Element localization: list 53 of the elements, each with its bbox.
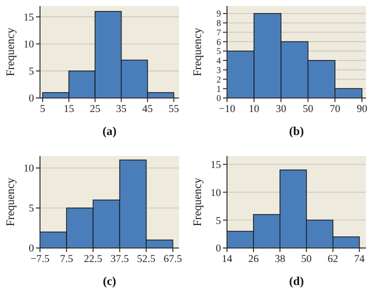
- x-tick-label: 26: [248, 254, 259, 265]
- x-tick-label: 10: [248, 104, 260, 115]
- text: (d): [289, 274, 304, 288]
- y-tick-label: 5: [28, 204, 34, 215]
- text: (b): [289, 124, 304, 138]
- x-tick-label: 90: [356, 104, 368, 115]
- y-tick-label: 6: [216, 36, 222, 47]
- y-tick-label: 5: [216, 46, 222, 56]
- x-tick-label: 70: [330, 104, 340, 115]
- x-tick-label: 7.5: [60, 254, 74, 265]
- x-tick-label: 38: [274, 254, 286, 265]
- y-tick-label: 7: [216, 27, 222, 38]
- x-tick-label: −7.5: [30, 254, 50, 265]
- x-tick-label: 14: [222, 254, 233, 265]
- x-tick-label: 35: [116, 104, 127, 115]
- y-axis-title: Frequency: [5, 177, 17, 226]
- x-tick-label: 55: [168, 104, 180, 115]
- text: (c): [102, 274, 116, 288]
- x-tick-label: 15: [64, 104, 74, 115]
- y-tick-label: 5: [28, 66, 34, 78]
- y-tick-label: 4: [216, 56, 222, 66]
- y-tick-label: 15: [24, 12, 34, 24]
- x-tick-label: 50: [302, 104, 314, 115]
- y-axis-title: Frequency: [192, 27, 204, 76]
- x-tick-label: 5: [40, 104, 46, 115]
- y-tick-label: 2: [216, 74, 221, 84]
- x-tick-label: 30: [276, 104, 286, 115]
- text: (a): [102, 124, 116, 138]
- x-tick-label: 45: [142, 104, 153, 115]
- y-tick-label: 10: [210, 188, 221, 199]
- x-tick-label: 22.5: [84, 254, 102, 265]
- x-tick-label: −10: [218, 104, 236, 115]
- x-tick-label: 62: [328, 254, 338, 265]
- y-tick-label: 1: [216, 84, 221, 94]
- y-tick-label: 0: [28, 94, 34, 105]
- x-tick-label: 37.5: [110, 254, 129, 265]
- y-tick-label: 10: [24, 164, 34, 175]
- x-tick-label: 50: [301, 254, 312, 265]
- y-tick-label: 0: [28, 244, 34, 255]
- y-tick-label: 0: [216, 244, 221, 255]
- y-axis-title: Frequency: [5, 27, 17, 76]
- y-tick-label: 8: [216, 18, 222, 28]
- y-tick-label: 3: [216, 64, 222, 75]
- x-tick-label: 25: [90, 104, 100, 115]
- x-tick-label: 52.5: [137, 254, 156, 265]
- x-tick-label: 67.5: [164, 254, 182, 265]
- y-tick-label: 5: [216, 216, 221, 227]
- y-axis-title: Frequency: [192, 177, 204, 226]
- y-tick-label: 0: [216, 93, 222, 104]
- y-tick-label: 10: [24, 40, 34, 51]
- y-tick-label: 15: [210, 160, 221, 172]
- y-tick-label: 9: [216, 8, 222, 19]
- x-tick-label: 74: [354, 254, 366, 265]
